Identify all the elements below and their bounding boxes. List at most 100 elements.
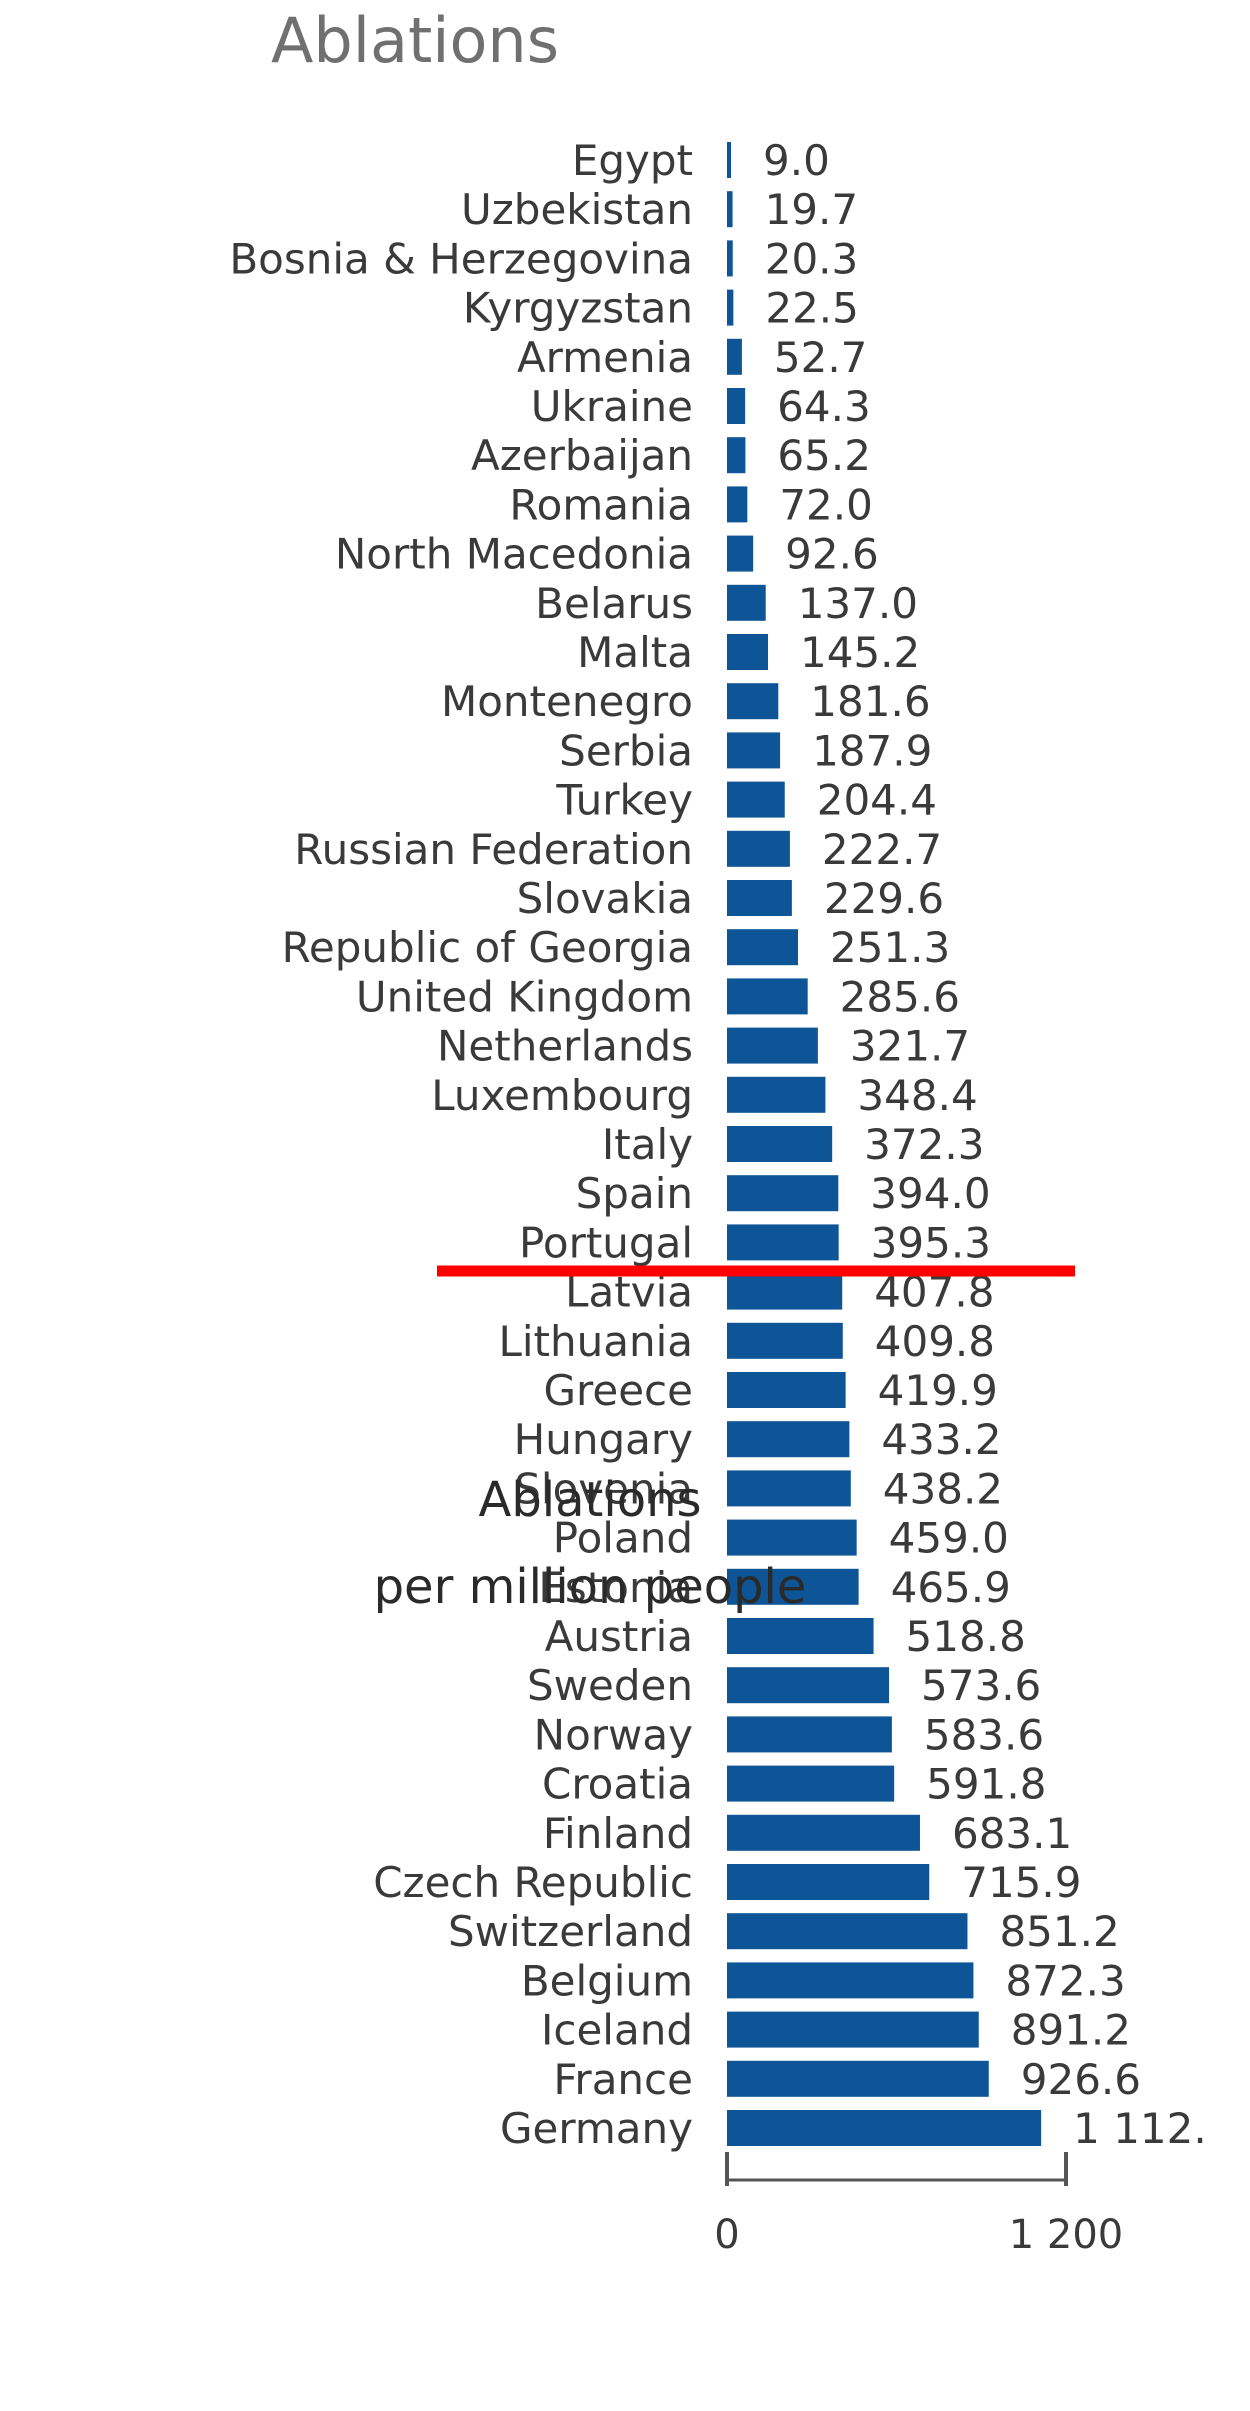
category-label: Slovakia — [517, 874, 693, 923]
category-label: Kyrgyzstan — [463, 284, 693, 333]
bar — [727, 1322, 843, 1359]
bar — [727, 634, 769, 670]
category-label: Greece — [543, 1366, 693, 1415]
category-label: Poland — [553, 1514, 693, 1563]
data-label: 891.2 — [1011, 2006, 1131, 2055]
category-label: Finland — [543, 1809, 693, 1858]
category-label: Egypt — [572, 136, 693, 185]
category-label: Switzerland — [448, 1907, 693, 1956]
category-label: Iceland — [541, 2006, 693, 2055]
data-label: 438.2 — [883, 1464, 1003, 1513]
data-label: 1 112. — [1073, 2104, 1207, 2153]
data-label: 573.6 — [921, 1661, 1041, 1710]
category-label: North Macedonia — [335, 530, 693, 579]
bar — [727, 1765, 895, 1802]
bar — [727, 584, 766, 621]
category-label: Italy — [602, 1120, 693, 1169]
category-label: Malta — [577, 628, 693, 677]
category-label: Austria — [545, 1612, 693, 1661]
bar — [727, 1618, 874, 1654]
category-label: Republic of Georgia — [282, 923, 693, 972]
data-label: 518.8 — [906, 1612, 1026, 1661]
x-tick-label: 1 200 — [1009, 2212, 1124, 2258]
bar — [727, 1372, 846, 1408]
bar — [727, 535, 754, 572]
bar — [727, 1027, 818, 1064]
data-label: 22.5 — [765, 284, 859, 333]
bar — [727, 978, 808, 1015]
bar — [727, 1273, 843, 1310]
bar — [727, 1175, 839, 1212]
data-label: 19.7 — [765, 185, 859, 234]
data-label: 285.6 — [840, 972, 960, 1021]
data-label: 851.2 — [999, 1907, 1119, 1956]
bar — [727, 1224, 839, 1261]
category-label: Luxembourg — [431, 1071, 693, 1120]
bar — [727, 1519, 857, 1556]
category-label: Romania — [509, 480, 693, 529]
bar — [727, 2060, 989, 2097]
bar — [727, 191, 733, 228]
bar — [727, 929, 798, 966]
data-label: 145.2 — [800, 628, 920, 677]
bar — [727, 830, 790, 867]
data-label: 926.6 — [1021, 2055, 1141, 2104]
bar — [727, 1913, 968, 1950]
category-label: Sweden — [527, 1661, 693, 1710]
data-label: 65.2 — [777, 431, 871, 480]
data-label: 372.3 — [864, 1120, 984, 1169]
data-label: 348.4 — [857, 1071, 977, 1120]
category-label: Russian Federation — [294, 825, 693, 874]
bar — [727, 732, 781, 769]
bar — [727, 240, 733, 277]
data-label: 321.7 — [850, 1022, 970, 1071]
bar — [727, 1470, 851, 1507]
data-label: 251.3 — [830, 923, 950, 972]
data-label: 683.1 — [952, 1809, 1072, 1858]
category-label: Czech Republic — [373, 1858, 693, 1907]
chart-title: Ablations — [270, 4, 560, 77]
bar — [727, 1716, 892, 1753]
data-label: 92.6 — [785, 530, 879, 579]
bar — [727, 1814, 920, 1851]
bar — [727, 1864, 930, 1900]
data-label: 459.0 — [889, 1514, 1009, 1563]
category-label: Croatia — [542, 1760, 693, 1809]
bar — [727, 388, 746, 424]
category-label: Serbia — [559, 726, 693, 775]
bar — [727, 1126, 833, 1162]
data-label: 222.7 — [822, 825, 942, 874]
bar — [727, 486, 748, 523]
category-label: Belgium — [521, 1956, 693, 2005]
bar — [727, 683, 779, 720]
bar — [727, 1076, 826, 1113]
category-label: Estonia — [538, 1563, 693, 1612]
data-label: 9.0 — [763, 136, 830, 185]
category-label: Turkey — [555, 776, 693, 825]
bar — [727, 2110, 1042, 2146]
category-label: Uzbekistan — [461, 185, 693, 234]
data-label: 409.8 — [875, 1317, 995, 1366]
bar — [727, 142, 731, 178]
bar — [727, 289, 734, 326]
category-label: Norway — [534, 1710, 693, 1759]
data-label: 187.9 — [812, 726, 932, 775]
data-label: 395.3 — [871, 1218, 991, 1267]
data-label: 204.4 — [817, 776, 937, 825]
data-label: 64.3 — [777, 382, 871, 431]
data-label: 465.9 — [891, 1563, 1011, 1612]
data-label: 715.9 — [961, 1858, 1081, 1907]
data-label: 52.7 — [774, 333, 868, 382]
data-label: 433.2 — [881, 1415, 1001, 1464]
bar — [727, 781, 785, 818]
x-tick-label: 0 — [714, 2212, 739, 2258]
bar — [727, 2011, 979, 2048]
data-label: 137.0 — [798, 579, 918, 628]
data-label: 591.8 — [926, 1760, 1046, 1809]
bar — [727, 1568, 859, 1605]
category-label: Armenia — [517, 333, 693, 382]
category-label: Montenegro — [441, 677, 693, 726]
category-label: Azerbaijan — [471, 431, 693, 480]
